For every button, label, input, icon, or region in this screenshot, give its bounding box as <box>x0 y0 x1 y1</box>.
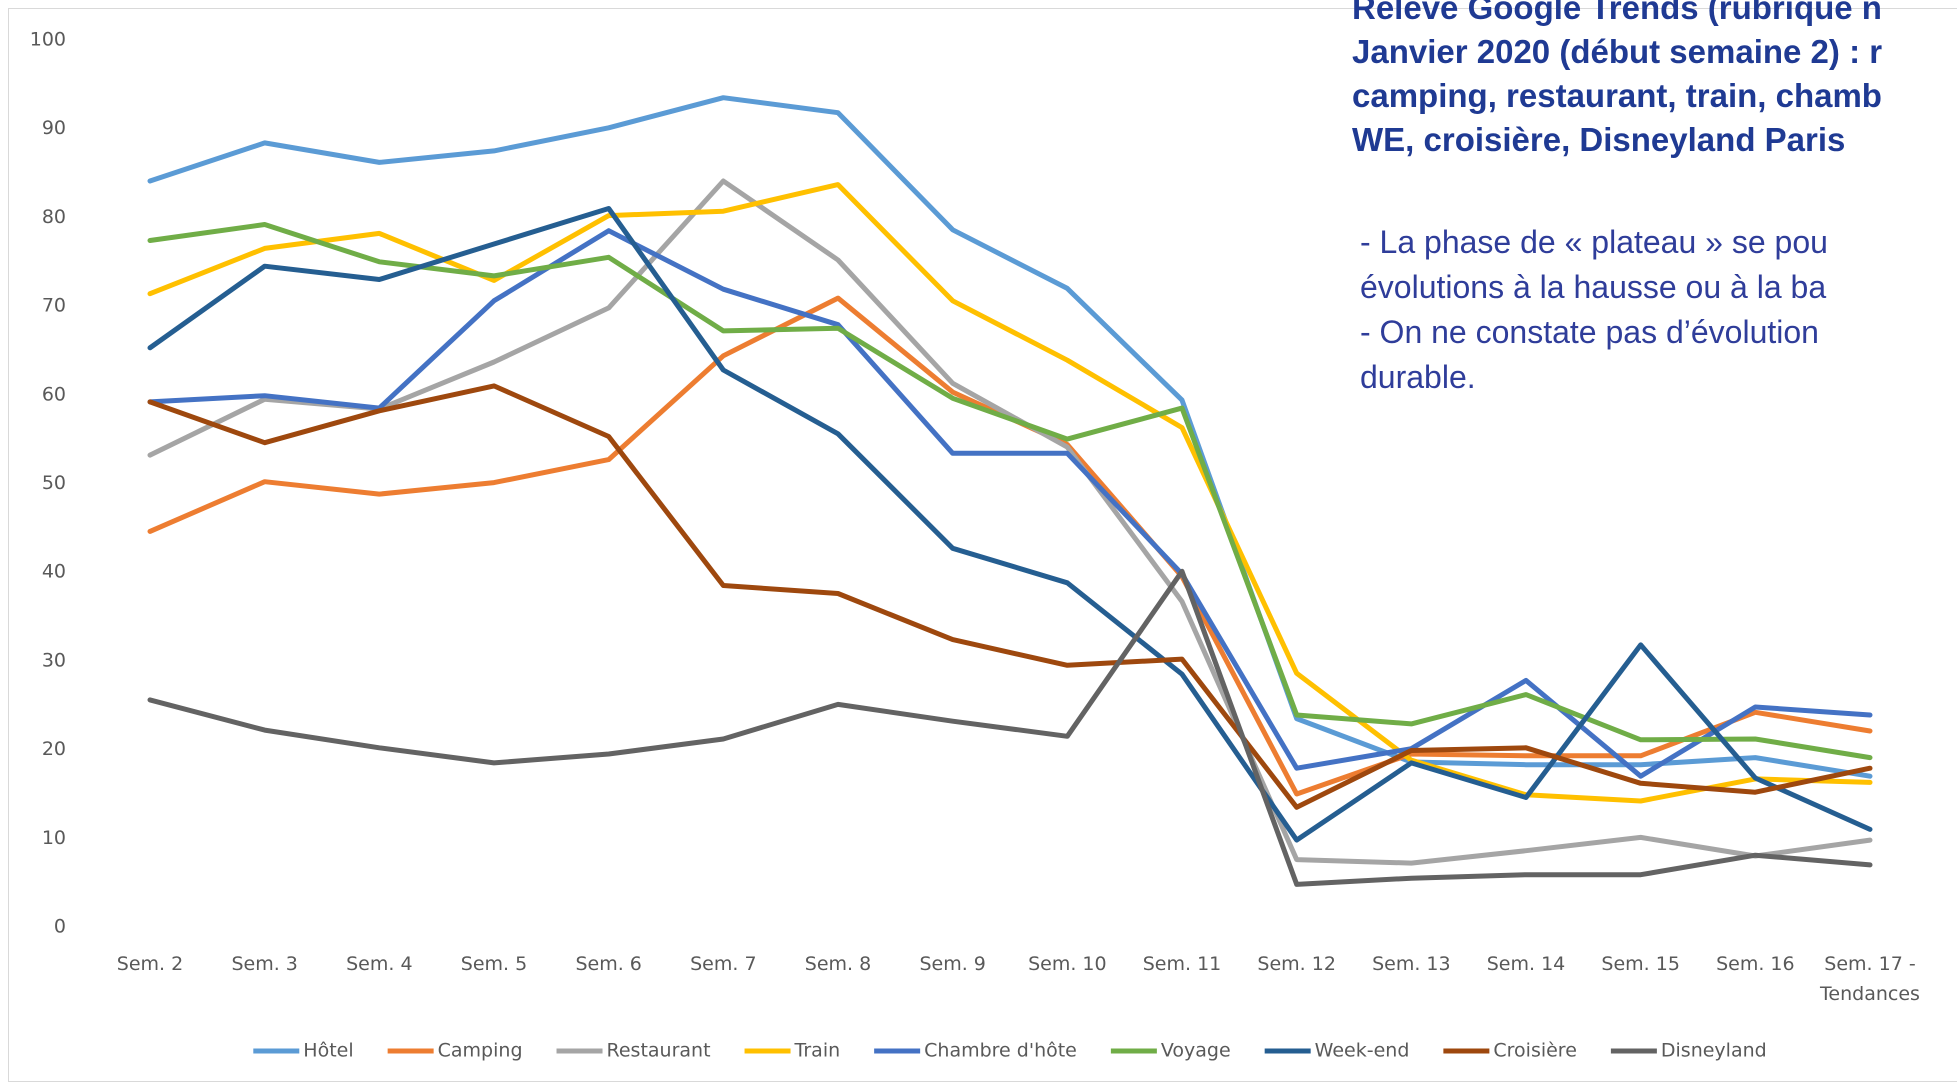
annotation-line: WE, croisière, Disneyland Paris <box>1352 121 1846 158</box>
y-tick-label: 50 <box>42 472 66 494</box>
legend-label: Chambre d'hôte <box>924 1040 1077 1062</box>
annotation-line: Relevé Google Trends (rubrique n <box>1352 0 1882 26</box>
annotation-line: camping, restaurant, train, chamb <box>1352 77 1882 114</box>
x-tick-label: Sem. 5 <box>460 953 528 975</box>
chart-frame <box>8 8 1957 1082</box>
legend-label: Voyage <box>1161 1040 1231 1062</box>
y-tick-label: 30 <box>42 649 66 671</box>
y-tick-label: 40 <box>42 561 66 583</box>
x-tick-label: Sem. 13 <box>1372 953 1451 975</box>
legend: Hôtel Camping Restaurant Train Chambre d'hôt… <box>253 1040 1767 1062</box>
x-tick-label: Sem. 17 - Tendances <box>1820 953 1920 1005</box>
series-line <box>147 178 1873 866</box>
x-tick-label: Sem. 10 <box>1028 953 1107 975</box>
legend-label: Camping <box>438 1040 523 1062</box>
x-tick-label: Sem. 9 <box>919 953 986 975</box>
x-tick-label: Sem. 4 <box>346 953 413 975</box>
x-tick-label: Sem. 2 <box>116 953 184 975</box>
y-tick-label: 10 <box>42 827 66 849</box>
x-tick-label: Sem. 11 <box>1142 953 1222 975</box>
x-tick-label: Sem. 6 <box>575 953 642 975</box>
series-line <box>147 95 1873 779</box>
x-tick-label: Sem. 8 <box>804 953 872 975</box>
y-tick-label: 0 <box>54 916 66 938</box>
y-tick-label: 80 <box>42 206 66 228</box>
series-line <box>147 568 1873 887</box>
legend-label: Hôtel <box>303 1040 353 1062</box>
legend-label: Week-end <box>1315 1040 1410 1062</box>
annotation-heading: Relevé Google Trends (rubrique n Janvier … <box>1352 0 1957 162</box>
annotation-line: durable. <box>1360 359 1476 395</box>
x-tick-label: Sem. 14 <box>1486 953 1566 975</box>
y-tick-label: 60 <box>42 383 66 405</box>
annotation-notes: - La phase de « plateau » se pou évolutio… <box>1360 220 1957 400</box>
series-line <box>147 182 1873 804</box>
legend-label: Train <box>794 1040 841 1062</box>
x-tick-label: Sem. 3 <box>231 953 298 975</box>
x-tick-label: Sem. 12 <box>1257 953 1336 975</box>
x-tick-label: Sem. 15 <box>1601 953 1680 975</box>
annotation-line: évolutions à la hausse ou à la ba <box>1360 269 1827 305</box>
series-line <box>147 206 1873 843</box>
y-tick-label: 20 <box>42 738 66 760</box>
y-tick-label: 70 <box>42 295 66 317</box>
legend-label: Disneyland <box>1661 1040 1767 1062</box>
series-line <box>147 383 1873 810</box>
legend-label: Croisière <box>1493 1040 1577 1062</box>
series-line <box>147 228 1873 779</box>
y-tick-label: 90 <box>42 117 66 139</box>
annotation-line: Janvier 2020 (début semaine 2) : r <box>1352 33 1883 70</box>
annotation-line: - On ne constate pas d’évolution <box>1360 314 1819 350</box>
legend-label: Restaurant <box>607 1040 711 1062</box>
x-tick-label: Sem. 16 <box>1716 953 1795 975</box>
x-tick-label: Sem. 7 <box>690 953 757 975</box>
annotation-line: - La phase de « plateau » se pou <box>1360 224 1828 260</box>
y-tick-label: 100 <box>30 29 66 51</box>
